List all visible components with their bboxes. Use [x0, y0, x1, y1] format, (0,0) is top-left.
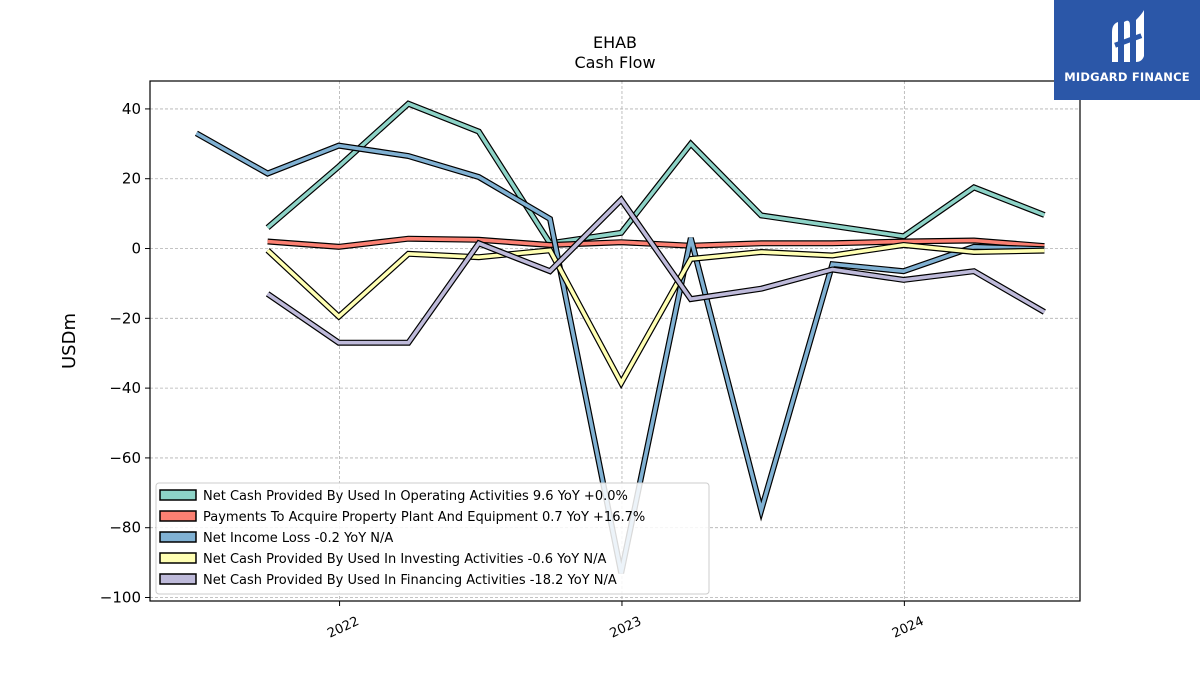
series-line: [266, 243, 1045, 387]
y-tick-label: −60: [109, 449, 141, 467]
y-tick-label: −100: [100, 589, 141, 607]
y-tick-label: −40: [109, 379, 141, 397]
midgard-finance-logo: MIDGARD FINANCE: [1054, 0, 1200, 100]
y-tick-label: 20: [122, 170, 141, 188]
chart-title: EHAB: [593, 33, 637, 52]
series-line: [266, 101, 1046, 246]
series-line: [267, 236, 1045, 249]
legend-entry: Net Cash Provided By Used In Investing A…: [203, 552, 606, 567]
x-tick-label: 2023: [608, 614, 644, 642]
legend-swatch: [159, 510, 197, 522]
x-tick-label: 2024: [890, 614, 926, 642]
legend-swatch: [159, 489, 197, 501]
legend-entry: Payments To Acquire Property Plant And E…: [203, 510, 645, 525]
logo-mark-icon: [1112, 10, 1144, 63]
x-tick-label: 2022: [325, 614, 361, 642]
y-tick-label: 0: [131, 240, 141, 258]
chart-subtitle: Cash Flow: [574, 53, 655, 72]
plot-frame: [149, 80, 1081, 602]
logo-text: MIDGARD FINANCE: [1064, 70, 1190, 84]
y-tick-label: −20: [109, 309, 141, 327]
series-line: [266, 196, 1046, 345]
legend-entry: Net Income Loss -0.2 YoY N/A: [203, 531, 393, 546]
legend-swatch: [159, 573, 197, 585]
legend-box: [155, 482, 710, 595]
legend-entry: Net Cash Provided By Used In Operating A…: [203, 489, 628, 504]
y-tick-label: 40: [122, 100, 141, 118]
legend-swatch: [159, 531, 197, 543]
y-tick-label: −80: [109, 519, 141, 537]
y-axis-label: USDm: [59, 313, 80, 369]
legend: Net Cash Provided By Used In Operating A…: [155, 482, 710, 595]
legend-entry: Net Cash Provided By Used In Financing A…: [203, 573, 617, 588]
legend-swatch: [159, 552, 197, 564]
